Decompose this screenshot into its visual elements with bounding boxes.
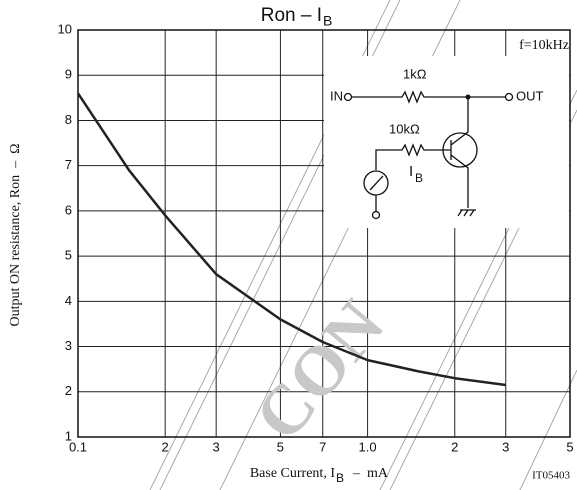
- y-tick-label: 2: [65, 383, 72, 398]
- circuit-current: I: [409, 163, 413, 180]
- y-tick-label: 6: [65, 202, 72, 217]
- x-tick-label: 2: [162, 439, 169, 454]
- x-tick-label: 3: [213, 439, 220, 454]
- y-tick-label: 9: [65, 67, 72, 82]
- y-tick-label: 7: [65, 157, 72, 172]
- inset-background: [324, 56, 569, 228]
- y-tick-label: 3: [65, 338, 72, 353]
- figure-code: IT05403: [532, 470, 570, 482]
- x-axis-label: Base Current, I: [250, 466, 335, 481]
- circuit-r1: 1kΩ: [403, 66, 427, 81]
- x-axis-label-subscript: B: [336, 471, 344, 485]
- watermark: CON: [241, 287, 400, 456]
- chart-title-subscript: B: [323, 13, 332, 29]
- circuit-input: IN: [330, 88, 343, 103]
- circuit-current-subscript: B: [415, 171, 423, 185]
- plot-frame: [77, 29, 571, 438]
- circuit-r2: 10kΩ: [389, 121, 420, 136]
- x-tick-label: 3: [502, 439, 509, 454]
- y-tick-label: 5: [65, 248, 72, 263]
- x-tick-label: 0.1: [69, 439, 87, 454]
- chart-title: Ron – I: [261, 5, 322, 26]
- x-tick-label: 1.0: [359, 439, 377, 454]
- frequency-note: f=10kHz: [519, 38, 569, 53]
- y-tick-label: 10: [58, 21, 72, 36]
- data-line: [76, 92, 506, 387]
- x-tick-label: 2: [451, 439, 458, 454]
- x-axis-unit: – mA: [346, 466, 389, 481]
- y-tick-label: 8: [65, 112, 72, 127]
- y-tick-label: 1: [65, 428, 72, 443]
- x-tick-label: 5: [566, 439, 573, 454]
- circuit: IN 1kΩ OUT 10kΩ I B: [330, 66, 544, 220]
- x-tick-label: 5: [277, 439, 284, 454]
- circuit-output: OUT: [516, 88, 544, 103]
- y-tick-label: 4: [65, 293, 72, 308]
- x-tick-label: 7: [319, 439, 326, 454]
- y-axis-label: Output ON resistance, Ron – Ω: [8, 143, 23, 326]
